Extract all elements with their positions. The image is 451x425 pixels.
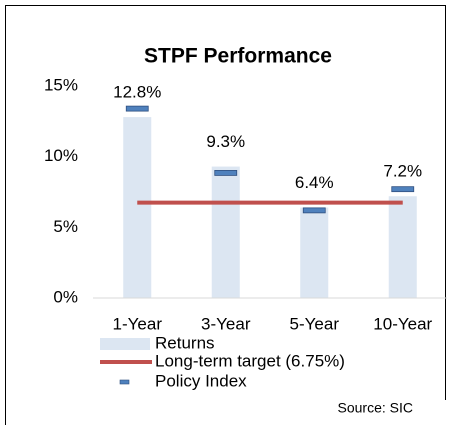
bar xyxy=(211,166,240,298)
value-label: 12.8% xyxy=(113,83,161,102)
bar xyxy=(123,117,152,299)
value-label: 7.2% xyxy=(383,162,422,181)
legend-label: Long-term target (6.75%) xyxy=(155,351,345,370)
x-tick-label: 10-Year xyxy=(373,314,432,333)
policy-marker xyxy=(302,207,326,214)
bar xyxy=(300,207,329,298)
y-tick-label: 0% xyxy=(53,287,78,306)
frame xyxy=(5,5,446,425)
legend-label: Policy Index xyxy=(155,371,247,390)
y-tick-label: 15% xyxy=(44,75,78,94)
y-tick-label: 10% xyxy=(44,146,78,165)
chart-title: STPF Performance xyxy=(144,45,332,68)
value-label: 9.3% xyxy=(206,132,245,151)
policy-marker xyxy=(214,170,238,176)
x-tick-label: 1-Year xyxy=(113,314,163,333)
legend-swatch xyxy=(119,379,130,385)
x-tick-label: 3-Year xyxy=(201,314,251,333)
policy-marker xyxy=(391,186,415,193)
y-tick-label: 5% xyxy=(53,217,78,236)
legend-label: Returns xyxy=(155,333,215,352)
policy-marker xyxy=(125,105,149,112)
bar xyxy=(388,196,417,298)
value-label: 6.4% xyxy=(295,173,334,192)
legend-swatch xyxy=(100,338,150,350)
x-tick-label: 5-Year xyxy=(290,314,340,333)
source: Source: SIC xyxy=(338,400,413,416)
